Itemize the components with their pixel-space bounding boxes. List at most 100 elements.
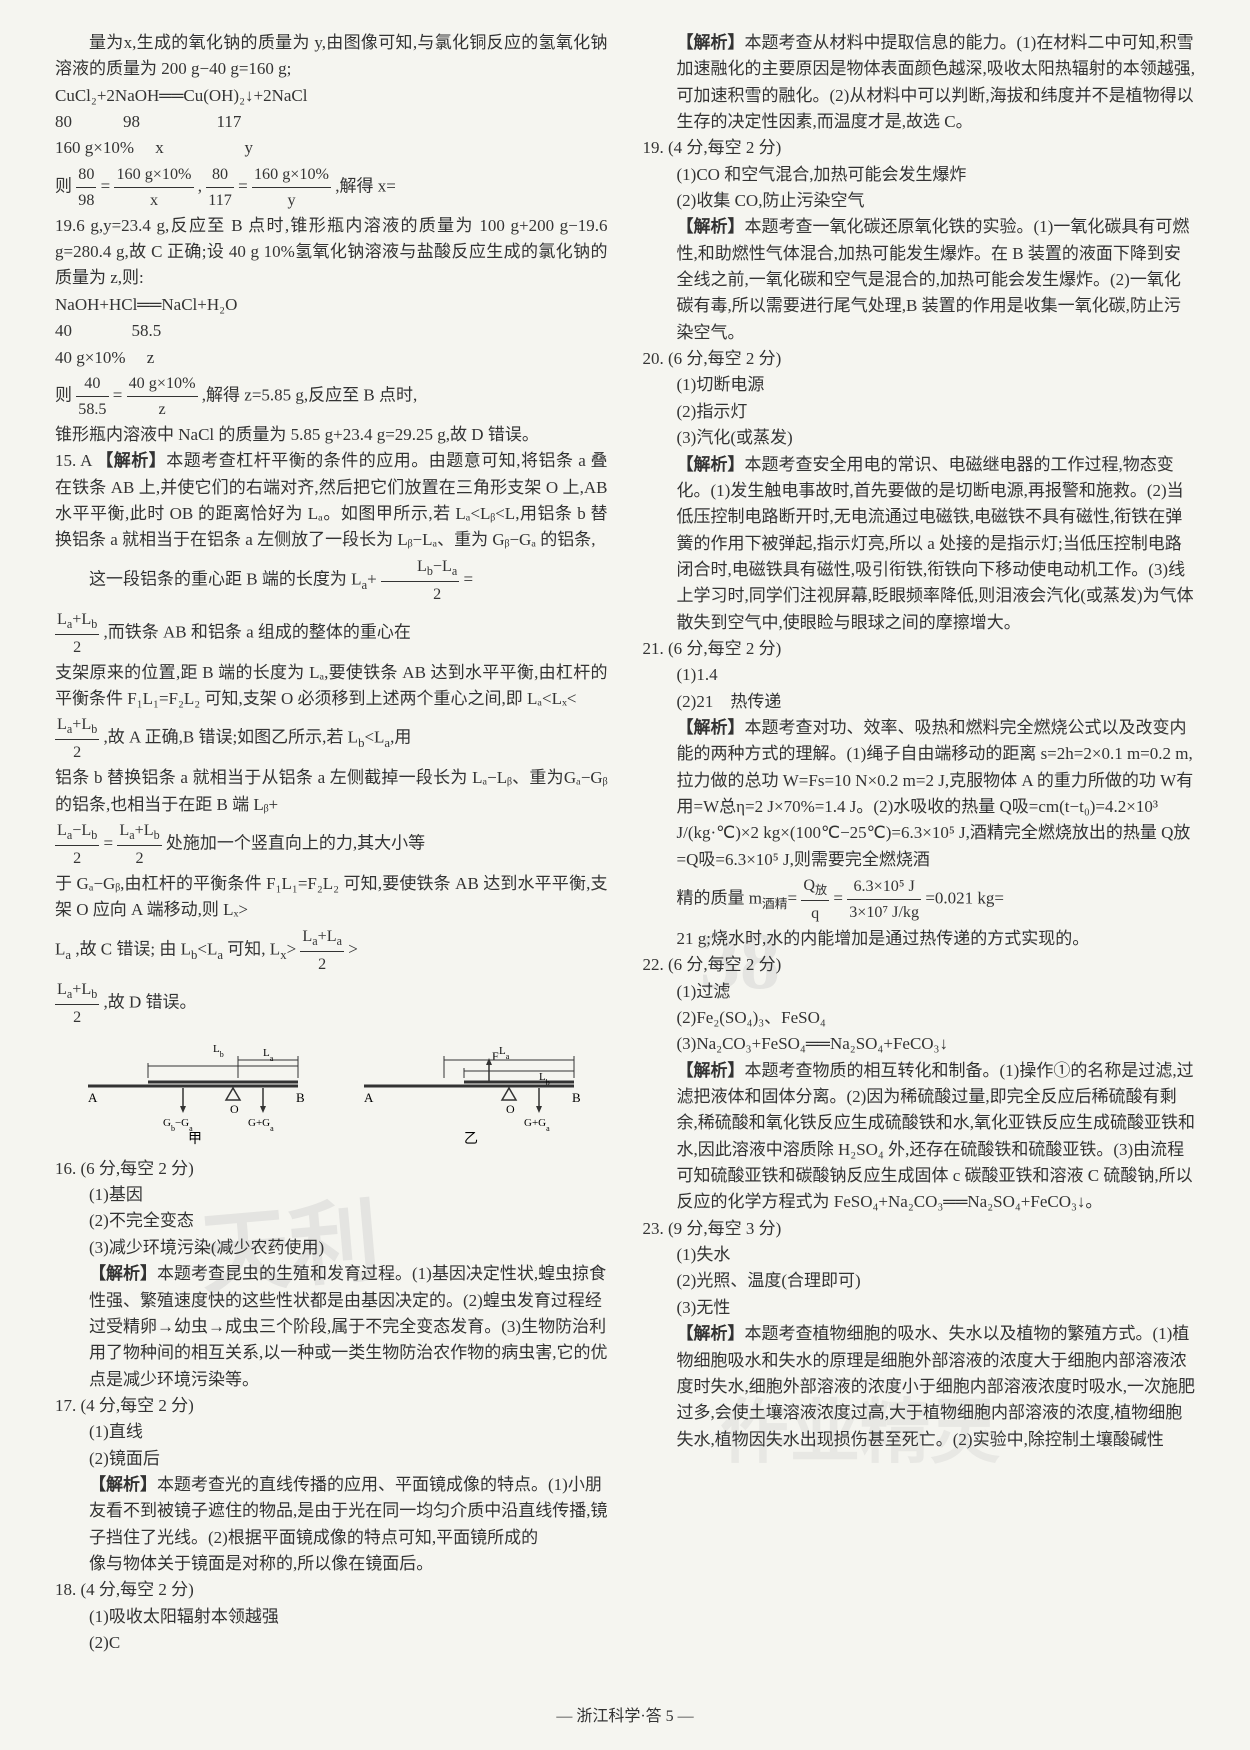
equation-2-result: 锥形瓶内溶液中 NaCl 的质量为 5.85 g+23.4 g=29.25 g,… bbox=[55, 422, 608, 448]
q20-a2: (2)指示灯 bbox=[643, 399, 1196, 425]
lever-diagrams: A B O La Lb Gb−Ga G+Ga 甲 A B O bbox=[55, 1038, 608, 1148]
q18-header: (4 分,每空 2 分) bbox=[81, 1580, 194, 1599]
equation-1-solve: 则 8098 = 160 g×10%x , 80117 = 160 g×10%y… bbox=[55, 162, 608, 213]
q22-header: (6 分,每空 2 分) bbox=[668, 955, 781, 974]
page-content: 量为x,生成的氧化钠的质量为 y,由图像可知,与氯化铜反应的氢氧化钠溶液的质量为… bbox=[55, 30, 1195, 1670]
equation-2-solve: 则 4058.5 = 40 g×10%z ,解得 z=5.85 g,反应至 B … bbox=[55, 371, 608, 422]
q22-analysis-text: 本题考查物质的相互转化和制备。(1)操作①的名称是过滤,过滤把液体和固体分离。(… bbox=[677, 1061, 1196, 1212]
q21-calc: 精的质量 m酒精= Q放q = 6.3×10⁵ J3×10⁷ J/kg =0.0… bbox=[643, 873, 1196, 926]
svg-text:B: B bbox=[296, 1090, 305, 1105]
svg-text:A: A bbox=[364, 1090, 374, 1105]
q15-text-9: La ,故 C 错误; 由 Lb<La 可知, Lx> La+La2 > bbox=[55, 924, 608, 977]
q19-a1: (1)CO 和空气混合,加热可能会发生爆炸 bbox=[643, 162, 1196, 188]
q17-a2: (2)镜面后 bbox=[55, 1446, 608, 1472]
svg-text:G+Ga: G+Ga bbox=[524, 1117, 550, 1133]
q15-text-8: 于 Gₐ−Gᵦ,由杠杆的平衡条件 F₁L₁=F₂L₂ 可知,要使铁条 AB 达到… bbox=[55, 871, 608, 924]
q22-a1: (1)过滤 bbox=[643, 979, 1196, 1005]
svg-text:G+Ga: G+Ga bbox=[248, 1117, 274, 1133]
q21-header: (6 分,每空 2 分) bbox=[668, 639, 781, 658]
svg-text:Lb: Lb bbox=[213, 1043, 224, 1059]
q15-text-7: La−Lb2 = La+Lb2 处施加一个竖直向上的力,其大小等 bbox=[55, 818, 608, 871]
q20-a3: (3)汽化(或蒸发) bbox=[643, 425, 1196, 451]
q17: 17. (4 分,每空 2 分) bbox=[55, 1393, 608, 1419]
q23-a2: (2)光照、温度(合理即可) bbox=[643, 1268, 1196, 1294]
q23-a3: (3)无性 bbox=[643, 1295, 1196, 1321]
equation-1-result: 19.6 g,y=23.4 g,反应至 B 点时,锥形瓶内溶液的质量为 100 … bbox=[55, 213, 608, 292]
q15-text-2: 这一段铝条的重心距 B 端的长度为 La+ Lb−La2 = bbox=[55, 554, 608, 607]
q23-header: (9 分,每空 3 分) bbox=[668, 1219, 781, 1238]
q20-analysis: 【解析】本题考查安全用电的常识、电磁继电器的工作过程,物态变化。(1)发生触电事… bbox=[643, 452, 1196, 636]
q18-a2: (2)C bbox=[55, 1630, 608, 1656]
q17-analysis: 【解析】本题考查光的直线传播的应用、平面镜成像的特点。(1)小朋友看不到被镜子遮… bbox=[55, 1472, 608, 1551]
svg-text:Lb: Lb bbox=[539, 1071, 550, 1087]
q16-a3: (3)减少环境污染(减少农药使用) bbox=[55, 1235, 608, 1261]
q20-analysis-label: 【解析】 bbox=[677, 455, 745, 474]
q17-cont: 像与物体关于镜面是对称的,所以像在镜面后。 bbox=[55, 1551, 608, 1577]
q19: 19. (4 分,每空 2 分) bbox=[643, 135, 1196, 161]
q19-header: (4 分,每空 2 分) bbox=[668, 138, 781, 157]
svg-text:乙: 乙 bbox=[464, 1131, 478, 1147]
q23-analysis-label: 【解析】 bbox=[677, 1324, 745, 1343]
q16-a2: (2)不完全变态 bbox=[55, 1208, 608, 1234]
svg-text:B: B bbox=[572, 1090, 581, 1105]
svg-text:A: A bbox=[88, 1090, 98, 1105]
q23-analysis-text: 本题考查植物细胞的吸水、失水以及植物的繁殖方式。(1)植物细胞吸水和失水的原理是… bbox=[677, 1324, 1196, 1448]
q18: 18. (4 分,每空 2 分) bbox=[55, 1577, 608, 1603]
q18-a1: (1)吸收太阳辐射本领越强 bbox=[55, 1604, 608, 1630]
q21-a1: (1)1.4 bbox=[643, 662, 1196, 688]
q22-label: 22. bbox=[643, 955, 664, 974]
q20-label: 20. bbox=[643, 349, 664, 368]
q18-analysis-text: 本题考查从材料中提取信息的能力。(1)在材料二中可知,积雪加速融化的主要原因是物… bbox=[677, 33, 1196, 131]
q21-analysis-label: 【解析】 bbox=[677, 718, 745, 737]
q19-label: 19. bbox=[643, 138, 664, 157]
svg-text:Gb−Ga: Gb−Ga bbox=[163, 1117, 193, 1133]
q23-a1: (1)失水 bbox=[643, 1242, 1196, 1268]
q21-analysis: 【解析】本题考查对功、效率、吸热和燃料完全燃烧公式以及改变内能的两种方式的理解。… bbox=[643, 715, 1196, 873]
q20-analysis-text: 本题考查安全用电的常识、电磁继电器的工作过程,物态变化。(1)发生触电事故时,首… bbox=[677, 455, 1194, 632]
equation-1-line2: 80 98 117 bbox=[55, 109, 608, 135]
svg-text:La: La bbox=[499, 1045, 510, 1061]
diagram-yi: A B O F La Lb G+Ga 乙 bbox=[344, 1038, 594, 1148]
q21-end: 21 g;烧水时,水的内能增加是通过热传递的方式实现的。 bbox=[643, 926, 1196, 952]
q18-analysis-label: 【解析】 bbox=[677, 33, 745, 52]
q20-a1: (1)切断电源 bbox=[643, 372, 1196, 398]
svg-text:O: O bbox=[506, 1102, 515, 1116]
q16-label: 16. bbox=[55, 1159, 76, 1178]
svg-text:甲: 甲 bbox=[188, 1132, 202, 1147]
equation-2-line1: NaOH+HCl══NaCl+H₂O bbox=[55, 292, 608, 318]
q15-label: 15. bbox=[55, 451, 76, 470]
q22: 22. (6 分,每空 2 分) bbox=[643, 952, 1196, 978]
q20-header: (6 分,每空 2 分) bbox=[668, 349, 781, 368]
q22-analysis-label: 【解析】 bbox=[677, 1061, 745, 1080]
svg-text:O: O bbox=[230, 1102, 239, 1116]
q15-text-6: 铝条 b 替换铝条 a 就相当于从铝条 a 左侧截掉一段长为 Lₐ−Lᵦ、重为G… bbox=[55, 765, 608, 818]
q16-analysis-text: 本题考查昆虫的生殖和发育过程。(1)基因决定性状,蝗虫掠食性强、繁殖速度快的这些… bbox=[89, 1264, 608, 1388]
page-footer: — 浙江科学·答 5 — bbox=[0, 1705, 1250, 1730]
q15-text-4: 支架原来的位置,距 B 端的长度为 Lₐ,要使铁条 AB 达到水平平衡,由杠杆的… bbox=[55, 660, 608, 713]
q16-analysis-label: 【解析】 bbox=[89, 1264, 157, 1283]
q15-answer: A bbox=[80, 451, 91, 470]
q16-analysis: 【解析】本题考查昆虫的生殖和发育过程。(1)基因决定性状,蝗虫掠食性强、繁殖速度… bbox=[55, 1261, 608, 1393]
q21: 21. (6 分,每空 2 分) bbox=[643, 636, 1196, 662]
q15: 15. A 【解析】本题考查杠杆平衡的条件的应用。由题意可知,将铝条 a 叠在铁… bbox=[55, 448, 608, 553]
q16-header: (6 分,每空 2 分) bbox=[81, 1159, 194, 1178]
q15-text-5: La+Lb2 ,故 A 正确,B 错误;如图乙所示,若 Lb<La,用 bbox=[55, 712, 608, 765]
svg-text:F: F bbox=[492, 1049, 499, 1063]
q21-analysis-text: 本题考查对功、效率、吸热和燃料完全燃烧公式以及改变内能的两种方式的理解。(1)绳… bbox=[677, 718, 1194, 869]
equation-1-line1: CuCl₂+2NaOH══Cu(OH)₂↓+2NaCl bbox=[55, 83, 608, 109]
q17-header: (4 分,每空 2 分) bbox=[81, 1396, 194, 1415]
intro-text-1: 量为x,生成的氧化钠的质量为 y,由图像可知,与氯化铜反应的氢氧化钠溶液的质量为… bbox=[55, 30, 608, 83]
q19-a2: (2)收集 CO,防止污染空气 bbox=[643, 188, 1196, 214]
equation-2-line2: 40 58.5 bbox=[55, 318, 608, 344]
diagram-jia: A B O La Lb Gb−Ga G+Ga 甲 bbox=[68, 1038, 318, 1148]
q17-analysis-text: 本题考查光的直线传播的应用、平面镜成像的特点。(1)小朋友看不到被镜子遮住的物品… bbox=[89, 1475, 608, 1547]
q17-a1: (1)直线 bbox=[55, 1419, 608, 1445]
q23-label: 23. bbox=[643, 1219, 664, 1238]
q22-a3: (3)Na₂CO₃+FeSO₄══Na₂SO₄+FeCO₃↓ bbox=[643, 1031, 1196, 1057]
q16: 16. (6 分,每空 2 分) bbox=[55, 1156, 608, 1182]
equation-2-line3: 40 g×10% z bbox=[55, 345, 608, 371]
q23: 23. (9 分,每空 3 分) bbox=[643, 1216, 1196, 1242]
q22-a2: (2)Fe₂(SO₄)₃、FeSO₄ bbox=[643, 1005, 1196, 1031]
equation-1-line3: 160 g×10% x y bbox=[55, 135, 608, 161]
q21-label: 21. bbox=[643, 639, 664, 658]
